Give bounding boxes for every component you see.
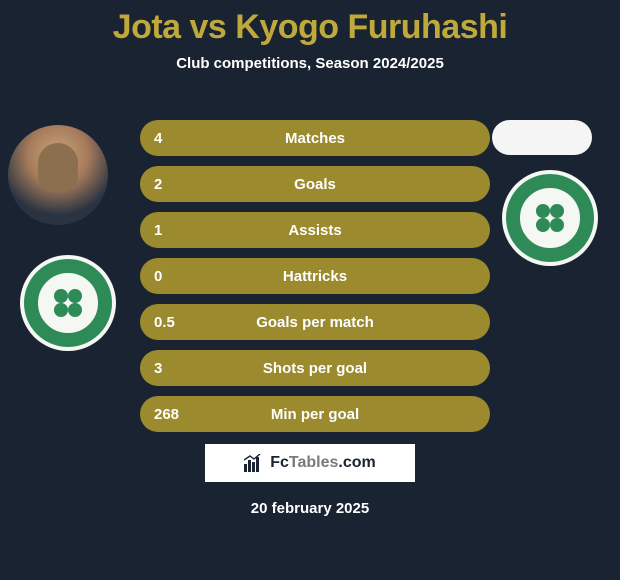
stat-label: Goals [140, 176, 490, 193]
brand-text: FcTables.com [270, 454, 376, 472]
stat-value: 3 [154, 360, 162, 377]
stat-row-shots-per-goal: 3 Shots per goal [140, 350, 490, 386]
player-left-avatar [8, 125, 108, 225]
stat-label: Matches [140, 130, 490, 147]
stats-container: 4 Matches 2 Goals 1 Assists 0 Hattricks … [140, 120, 490, 432]
stat-value: 0.5 [154, 314, 175, 331]
clover-icon [54, 289, 82, 317]
stat-value: 4 [154, 130, 162, 147]
stat-row-assists: 1 Assists [140, 212, 490, 248]
stat-value: 1 [154, 222, 162, 239]
stat-value: 0 [154, 268, 162, 285]
stat-row-matches: 4 Matches [140, 120, 490, 156]
stat-label: Shots per goal [140, 360, 490, 377]
stat-value: 2 [154, 176, 162, 193]
player-right-avatar [492, 120, 592, 155]
stat-label: Goals per match [140, 314, 490, 331]
stat-row-goals-per-match: 0.5 Goals per match [140, 304, 490, 340]
brand-badge[interactable]: FcTables.com [205, 444, 415, 482]
club-badge-left [20, 255, 116, 351]
stat-row-hattricks: 0 Hattricks [140, 258, 490, 294]
stat-value: 268 [154, 406, 179, 423]
bar-chart-icon [244, 454, 264, 472]
clover-icon [536, 204, 564, 232]
page-subtitle: Club competitions, Season 2024/2025 [0, 55, 620, 72]
stat-label: Assists [140, 222, 490, 239]
stat-label: Hattricks [140, 268, 490, 285]
club-badge-right [502, 170, 598, 266]
stat-label: Min per goal [140, 406, 490, 423]
stat-row-min-per-goal: 268 Min per goal [140, 396, 490, 432]
stat-row-goals: 2 Goals [140, 166, 490, 202]
date-label: 20 february 2025 [0, 500, 620, 517]
page-title: Jota vs Kyogo Furuhashi [0, 0, 620, 47]
